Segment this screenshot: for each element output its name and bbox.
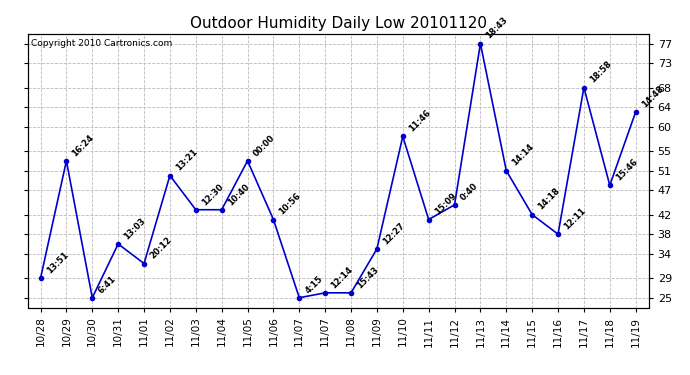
Text: 11:46: 11:46 [407, 108, 433, 134]
Text: 15:46: 15:46 [614, 157, 640, 183]
Text: 15:09: 15:09 [433, 192, 458, 217]
Text: 13:03: 13:03 [122, 216, 148, 241]
Text: 4:15: 4:15 [304, 274, 325, 295]
Text: 12:14: 12:14 [329, 265, 355, 290]
Text: 00:00: 00:00 [252, 133, 277, 158]
Text: 13:21: 13:21 [174, 147, 199, 173]
Text: 0:40: 0:40 [459, 181, 480, 202]
Text: 12:27: 12:27 [381, 221, 406, 246]
Text: 14:18: 14:18 [536, 187, 562, 212]
Text: 15:43: 15:43 [355, 265, 380, 290]
Text: 18:58: 18:58 [588, 60, 613, 85]
Text: 20:12: 20:12 [148, 236, 173, 261]
Text: 18:43: 18:43 [484, 15, 510, 41]
Text: 10:56: 10:56 [277, 192, 303, 217]
Text: 12:11: 12:11 [562, 206, 588, 231]
Text: 12:30: 12:30 [200, 182, 225, 207]
Text: 16:24: 16:24 [70, 133, 96, 158]
Text: 10:40: 10:40 [226, 182, 251, 207]
Text: Copyright 2010 Cartronics.com: Copyright 2010 Cartronics.com [31, 39, 172, 48]
Title: Outdoor Humidity Daily Low 20101120: Outdoor Humidity Daily Low 20101120 [190, 16, 486, 31]
Text: 14:14: 14:14 [511, 142, 536, 168]
Text: 14:48: 14:48 [640, 84, 665, 109]
Text: 13:51: 13:51 [45, 250, 70, 275]
Text: 6:41: 6:41 [97, 274, 118, 295]
